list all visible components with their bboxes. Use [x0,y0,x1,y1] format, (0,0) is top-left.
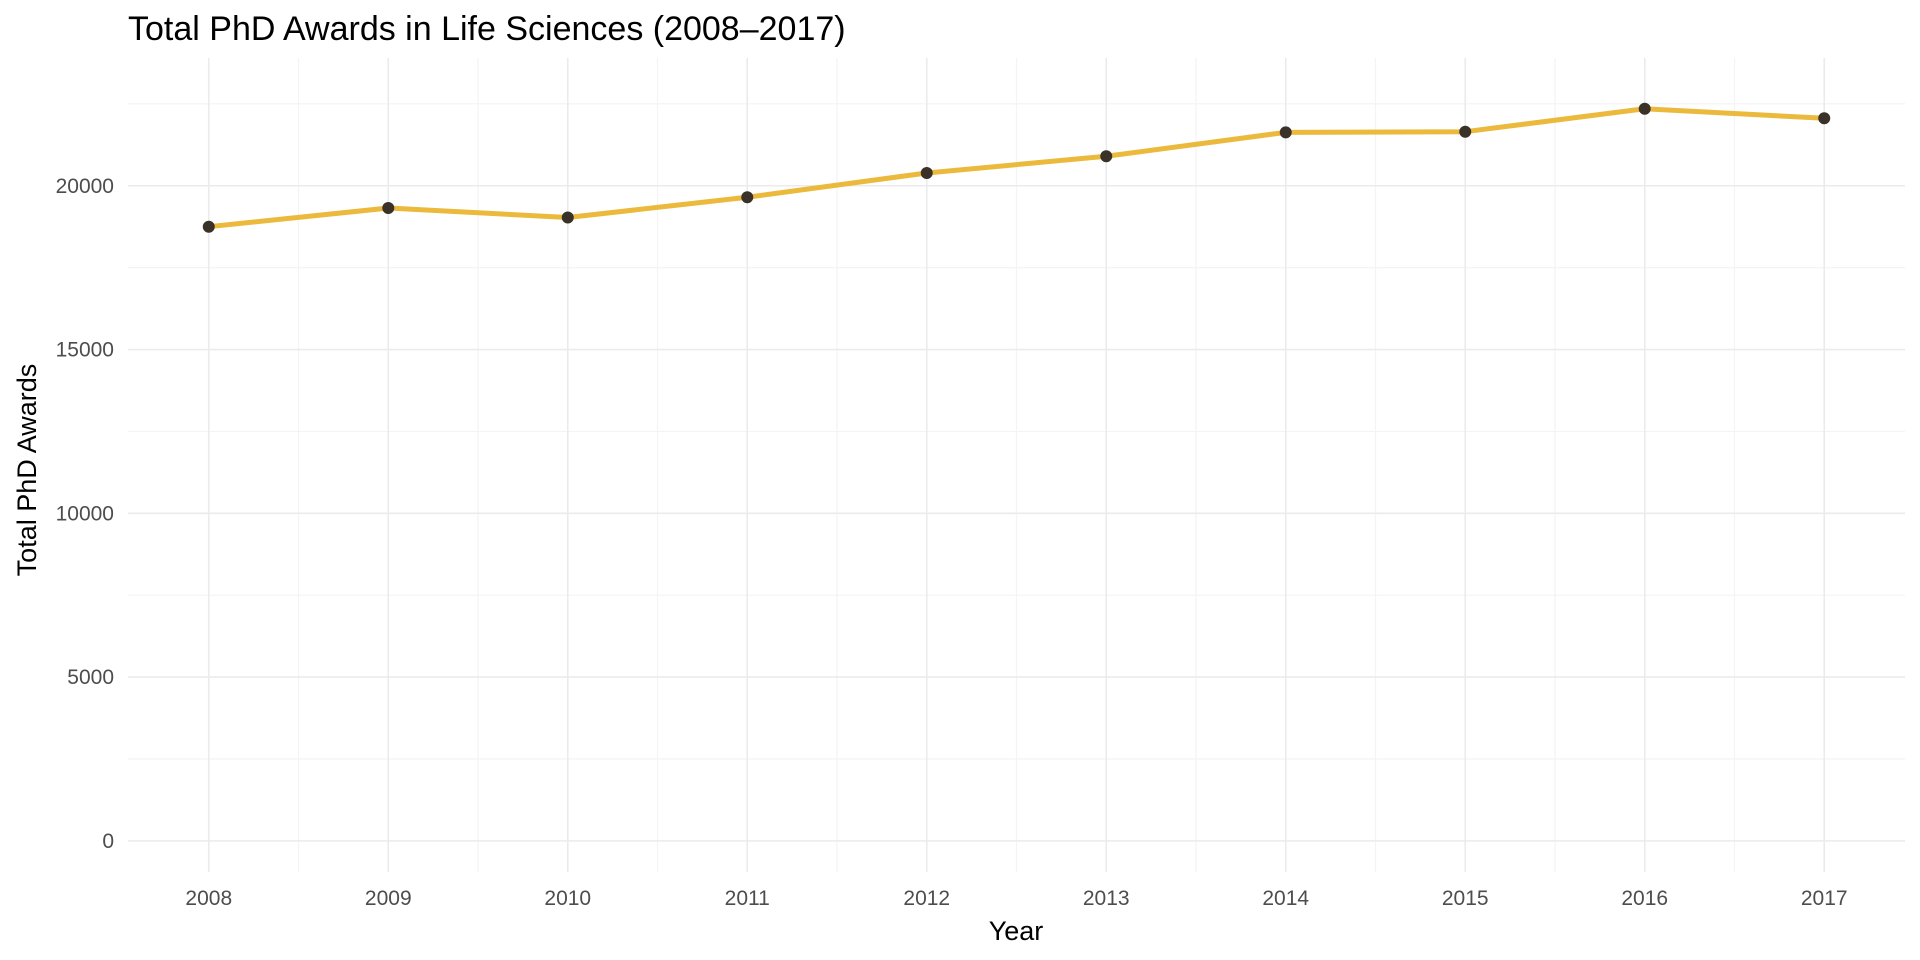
x-tick-label: 2008 [185,887,232,910]
data-point [1459,125,1472,138]
y-axis-title: Total PhD Awards [12,364,42,577]
x-tick-label: 2016 [1621,887,1668,910]
x-tick-label: 2017 [1801,887,1848,910]
x-tick-label: 2012 [903,887,950,910]
series-line [206,106,1827,230]
data-point [382,202,395,215]
data-point [920,166,933,179]
data-point [1818,112,1831,125]
grid [128,58,1905,872]
y-tick-label: 20000 [56,175,114,198]
data-point [1279,126,1292,139]
x-tick-label: 2013 [1083,887,1130,910]
data-point [741,191,754,204]
y-tick-label: 15000 [56,339,114,362]
x-tick-label: 2009 [365,887,412,910]
data-point [561,211,574,224]
x-tick-label: 2011 [725,887,770,910]
y-tick-label: 5000 [67,666,114,689]
y-tick-label: 0 [102,830,114,853]
y-tick-label: 10000 [56,502,114,525]
chart-title: Total PhD Awards in Life Sciences (2008–… [128,10,846,48]
x-tick-label: 2015 [1442,887,1489,910]
data-point [1638,102,1651,115]
x-axis-title: Year [989,916,1044,946]
data-point [202,220,215,233]
data-point [1100,150,1113,163]
x-tick-label: 2014 [1262,887,1309,910]
x-axis-ticks: 2008 2009 2010 2011 2012 2013 2014 2015 2016 2017 [185,887,1847,910]
y-axis-ticks: 0 5000 10000 15000 20000 [56,175,114,853]
series-layer [202,102,1831,233]
x-tick-label: 2010 [544,887,591,910]
